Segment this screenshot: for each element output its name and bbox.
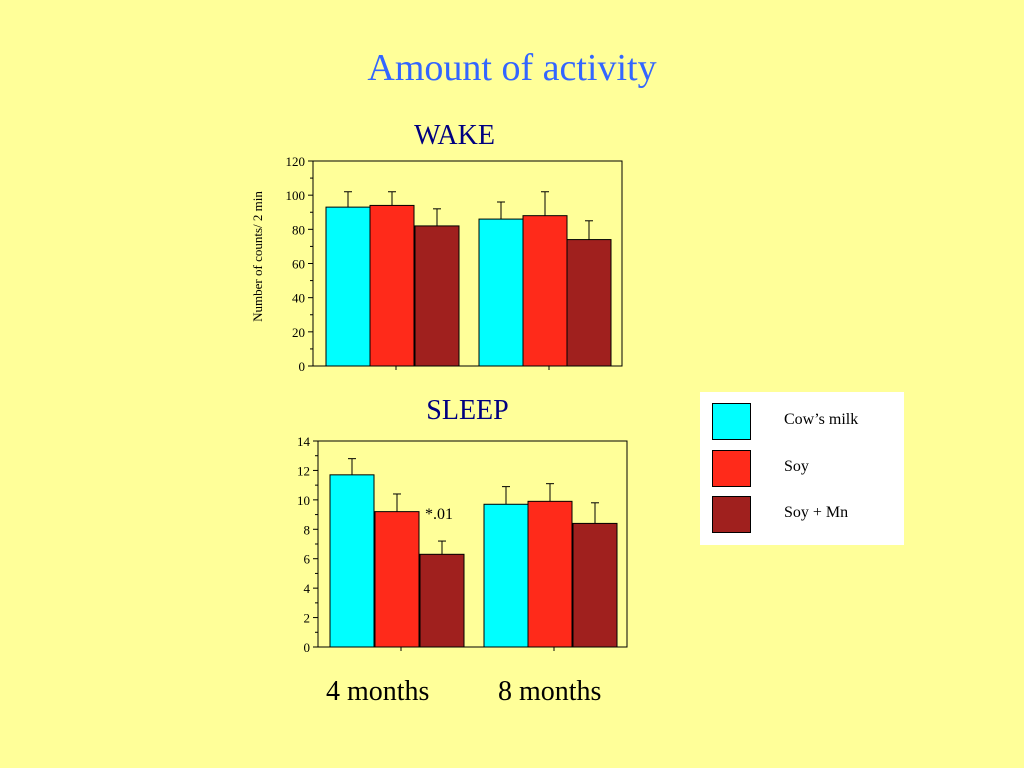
y-tick-label: 8 [304,522,311,537]
bar [374,511,420,648]
panel-title: SLEEP [426,395,508,426]
page-title: Amount of activity [367,47,657,89]
legend-swatch-soy-mn [712,496,751,533]
group-label-4-months: 4 months [326,676,430,707]
y-tick-label: 40 [292,291,305,306]
legend-item-soy-mn: Soy + Mn [712,496,902,534]
y-axis-label: Number of counts/ 2 min [250,191,265,322]
legend-item-cows-milk: Cow’s milk [712,403,902,441]
bar [329,474,375,648]
bar [419,553,465,648]
y-tick-label: 12 [297,463,310,478]
legend-item-soy: Soy [712,450,902,488]
y-tick-label: 10 [297,493,310,508]
legend-label: Soy [784,458,809,475]
group-labels: 4 months 8 months [0,676,1024,716]
legend-label: Soy + Mn [784,504,849,521]
y-tick-label: 100 [286,188,306,203]
y-tick-label: 0 [299,359,306,374]
bar [478,218,524,367]
panel-title: WAKE [414,120,495,151]
y-tick-label: 80 [292,222,305,237]
legend-swatch-cows-milk [712,403,751,440]
y-tick-label: 2 [304,611,311,626]
bar [369,204,415,367]
bar [566,239,612,367]
y-tick-label: 0 [304,640,311,655]
legend-label: Cow’s milk [784,411,859,428]
y-tick-label: 60 [292,257,305,272]
bar [414,225,460,367]
bar [527,500,573,648]
bar [483,503,529,648]
y-tick-label: 120 [286,154,306,169]
legend: Cow’s milk Soy Soy + Mn [700,392,904,545]
bar [325,206,371,367]
y-tick-label: 4 [304,581,311,596]
legend-swatch-soy [712,450,751,487]
bar [522,215,568,367]
significance-annotation: *.01 [425,506,453,523]
group-label-8-months: 8 months [498,676,602,707]
y-tick-label: 20 [292,325,305,340]
y-tick-label: 14 [297,434,311,449]
y-tick-label: 6 [304,552,311,567]
bar [572,522,618,648]
